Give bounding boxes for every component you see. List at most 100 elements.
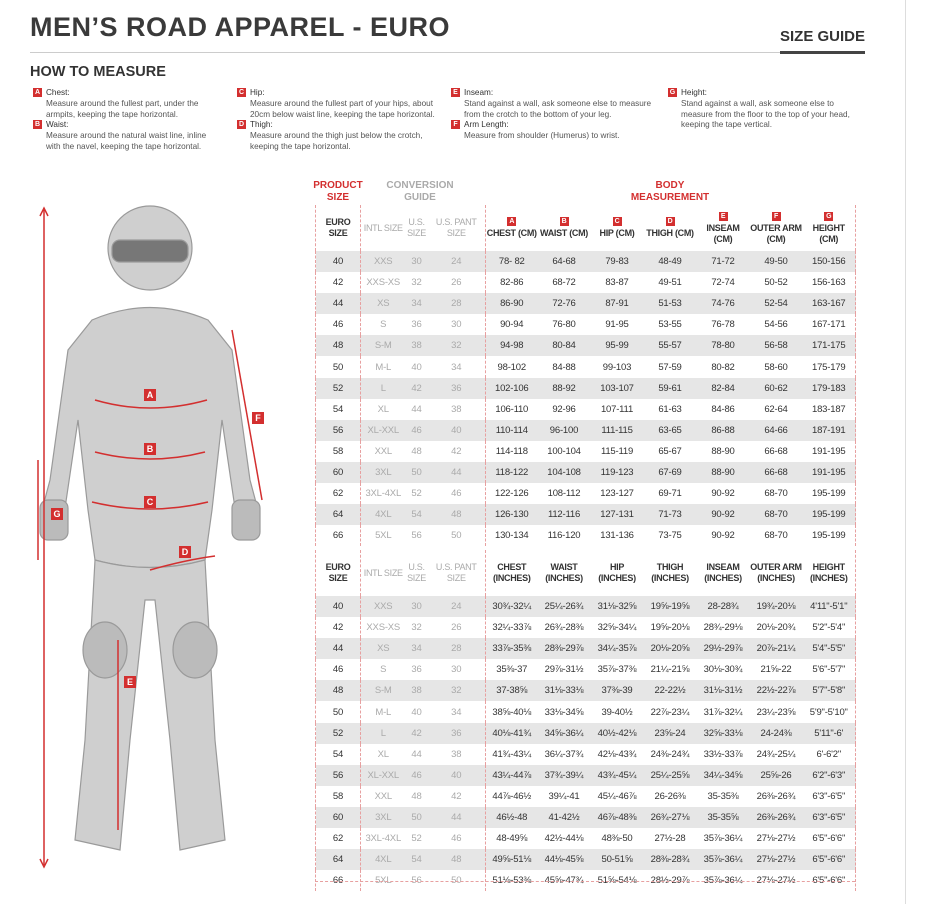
table-cell: 56 [411,875,422,887]
table-cell: 48-49⅝ [485,828,538,850]
table-cell: 23¼-23⅝ [756,706,796,718]
table-cell: 40½-42⅛ [590,722,644,744]
table-cell: 48 [315,680,361,702]
table-cell: 35⅞-36¼ [696,849,750,871]
table-cell: 38 [405,335,428,357]
column-header: HIP (INCHES) [591,550,644,596]
waist-measure-line [94,451,206,460]
table-cell: 99-103 [602,361,632,373]
table-cell: XXS-XS [366,622,401,634]
label: Arm Length: [464,120,509,130]
table-cell: 52 [411,833,422,845]
table-cell: 42 [451,790,462,802]
table-cell: 46 [451,833,462,845]
column-header: CHEST (INCHES) [485,550,538,596]
table-cell: 110-114 [485,419,538,441]
table-cell: 5'11"-6' [802,722,856,744]
table-cell: 68-70 [764,530,788,542]
table-row: 60 3XL 50 44 118-122 104-108 119-123 67-69 88-90… [315,461,856,484]
table-cell: 3XL-4XL [365,833,402,845]
rider-figure-illustration: A B C D E F G [37,205,264,869]
table-row: 66 5XL 56 50 130-134 116-120 131-136 73-75 90-92… [315,525,856,547]
table-cell: 30 [451,319,462,331]
table-cell: 39¼-41 [548,790,580,802]
table-cell: 38 [451,748,462,760]
table-row: 46 S 36 30 35⅜-37 29⅞-31½ 35⅞-37⅜ 21¼-21⅝ 30⅛-30… [315,659,856,681]
table-cell: XL [377,748,389,760]
table-cell: 167-171 [802,314,856,336]
table-cell: 21¼-21⅝ [650,664,690,676]
table-cell: 23⅝-24 [643,722,697,744]
table-cell: 32¼-33⅞ [485,617,538,639]
table-cell: 28½-29⅞ [650,875,690,887]
badge-e: E [451,88,460,97]
table-cell: 67-69 [643,461,697,484]
table-cell: 68-70 [749,504,803,526]
table-cell: 28-28¾ [696,596,750,618]
table-cell: 56 [315,419,361,441]
size-guide-tab[interactable]: SIZE GUIDE [780,28,866,45]
table-cell: 191-195 [802,461,856,484]
table-cell: 40 [427,419,486,441]
table-cell: 106-110 [485,398,538,420]
table-cell: 80-82 [711,361,735,373]
table-cell: 30 [405,596,428,618]
column-header-label: OUTER ARM (INCHES) [750,562,802,583]
table-cell: 131-136 [600,530,634,542]
table-cell: 5XL [375,530,392,542]
table-row: 44 XS 34 28 33⅞-35⅜ 28⅜-29⅞ 34¼-35⅞ 20⅛-20⅝ 29½-… [315,638,856,660]
column-header-label: U.S. SIZE [407,217,426,238]
table-cell: 64-68 [537,251,591,273]
column-header: INTL SIZE [361,205,406,251]
table-cell: 112-116 [537,504,591,526]
table-cell: 62 [315,828,361,850]
column-header-label: OUTER ARM (CM) [750,222,802,244]
table-cell: 46 [405,764,428,786]
table-cell: 86-88 [696,419,750,441]
table-cell: 42 [451,445,462,457]
table-cell: 28¾-29⅛ [703,622,743,634]
column-header-label: THIGH (CM) [646,228,694,238]
table-cell: 30 [451,664,462,676]
description: Stand against a wall, ask someone else t… [681,98,850,130]
table-cell: 6'5"-6'6" [802,870,856,892]
table-cell: 102-106 [485,377,538,399]
column-header-label: U.S. SIZE [407,562,426,583]
table-cell: 98-102 [485,356,538,378]
table-cell: 104-108 [537,461,591,484]
column-header-label: INSEAM (INCHES) [704,562,742,583]
table-cell: 20⅛-20⅝ [643,638,697,660]
column-header: C HIP (CM) [591,205,644,251]
column-header-label: HIP (CM) [599,228,635,238]
table-cell: 76-80 [552,319,576,331]
table-cell: 29½-29⅞ [696,638,750,660]
column-header-label: INTL SIZE [363,222,403,233]
table-cell: 30 [405,251,428,273]
table-cell: 40 [411,706,422,718]
table-cell: 61-63 [658,403,682,415]
figure-label-b: B [147,444,154,454]
table-cell: 62-64 [764,403,788,415]
table-cell: 84-88 [552,361,576,373]
table-cell: 20⅞-21¼ [749,638,803,660]
table-cell: 24⅜-24¾ [650,748,690,760]
table-cell: 48 [315,335,361,357]
table-cell: 4XL [360,504,406,526]
table-cell: 52-54 [749,293,803,315]
table-cell: 37¾-39¼ [537,764,591,786]
table-row: 52 L 42 36 40⅛-41¾ 34⅝-36¼ 40½-42⅛ 23⅝-24 32⅝-33… [315,722,856,744]
table-cell: 44 [411,748,422,760]
column-header-label: CHEST (CM) [486,228,537,238]
table-cell: 68-72 [552,277,576,289]
table-cell: 58-60 [764,361,788,373]
badge-g: G [668,88,677,97]
table-cell: 31⅛-33⅛ [537,680,591,702]
table-row: 62 3XL-4XL 52 46 48-49⅝ 42½-44⅛ 48⅜-50 27½-28 35… [315,828,856,850]
table-row: 64 4XL 54 48 126-130 112-116 127-131 71-73 90-92… [315,504,856,526]
table-cell: 65-67 [658,445,682,457]
column-header-label: HEIGHT (INCHES) [809,562,848,583]
table-cell: 37⅜-39 [590,680,644,702]
column-header: U.S. SIZE [406,550,428,596]
measure-column-2: C Hip: Measure around the fullest part of … [237,88,437,153]
label: Chest: [46,88,70,97]
